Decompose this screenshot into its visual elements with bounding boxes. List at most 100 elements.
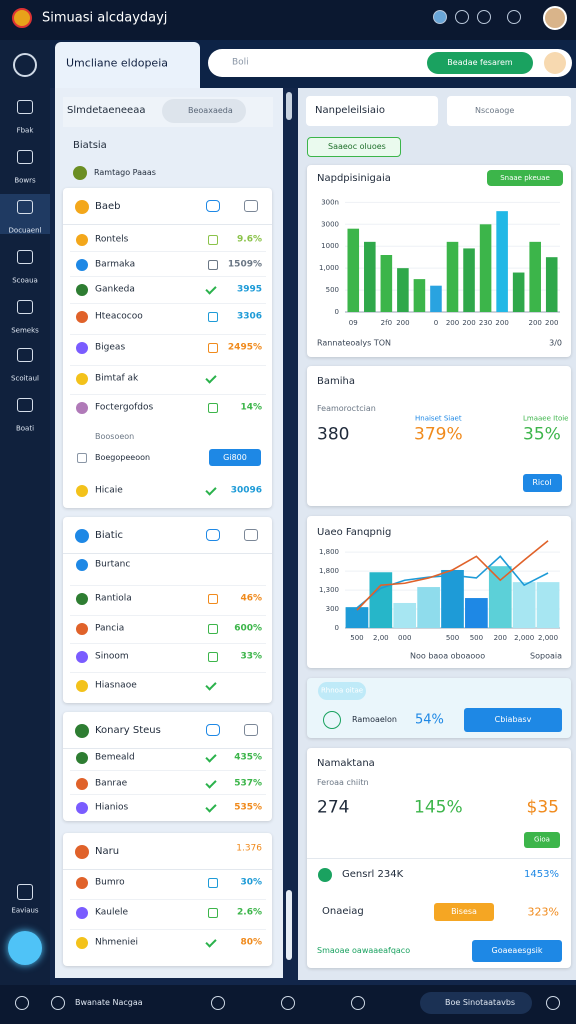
row-value: 2.6% <box>237 907 262 918</box>
metric-value: $35 <box>526 797 559 818</box>
metric-value: 274 <box>317 797 350 818</box>
tab[interactable] <box>447 96 571 126</box>
user-name: Ramtago Paaas <box>94 168 156 177</box>
row-value: 600% <box>234 623 262 634</box>
row-label: Nhmeniei <box>95 937 138 948</box>
nav-icon <box>17 200 33 214</box>
divider <box>70 615 266 616</box>
row-icon <box>76 937 88 949</box>
action-icon[interactable] <box>206 724 220 736</box>
group-title: Naru <box>95 846 120 857</box>
card-button[interactable] <box>472 940 562 962</box>
nav-icon <box>17 300 33 314</box>
group-title: Biatic <box>95 530 123 541</box>
row-value: 3995 <box>236 284 262 295</box>
row-icon <box>76 623 88 635</box>
bar-icon <box>281 996 295 1010</box>
toolbar-title: Umcliane eldopeia <box>66 56 168 70</box>
row-value: 30096 <box>230 485 262 496</box>
left-search[interactable] <box>162 99 246 123</box>
metric-value: 379% <box>414 424 463 445</box>
row-icon <box>76 651 88 663</box>
top-icon <box>455 10 469 24</box>
search-placeholder: Boli <box>232 57 249 68</box>
divider <box>70 276 266 277</box>
row-label: Barmaka <box>95 259 136 270</box>
nav-icon <box>17 150 33 164</box>
group-icon <box>75 724 89 738</box>
chip-label: Saaeoc oluoes <box>328 142 386 151</box>
button-label: Beadae fesarem <box>447 58 513 67</box>
bar-icon <box>15 996 29 1010</box>
top-icon <box>433 10 447 24</box>
card-footer: Smaoae oawaaeafqaco <box>317 946 411 955</box>
badge <box>524 832 560 848</box>
top-icon <box>507 10 521 24</box>
card-button[interactable] <box>464 708 562 732</box>
divider <box>63 224 272 225</box>
divider <box>70 770 266 771</box>
row-label: Kaulele <box>95 907 129 918</box>
nav-icon <box>17 250 33 264</box>
top-icon <box>477 10 491 24</box>
row-value: 537% <box>234 778 262 789</box>
button-label: Goaeaesgsik <box>491 946 543 955</box>
scrollbar <box>286 92 292 120</box>
divider <box>70 672 266 673</box>
nav-label: Bowrs <box>14 176 36 185</box>
status-pill[interactable] <box>420 992 532 1014</box>
row-label: Pancia <box>95 623 125 634</box>
row-value: 1453% <box>524 869 559 880</box>
row-value: 3306 <box>236 311 262 322</box>
row-label: Rontels <box>95 234 129 245</box>
row-label: Hteacocoo <box>95 311 143 322</box>
row-button[interactable] <box>209 449 261 466</box>
group-icon <box>75 845 89 859</box>
status-icon <box>208 403 218 413</box>
action-icon[interactable] <box>244 200 258 212</box>
action-icon[interactable] <box>244 724 258 736</box>
action-icon[interactable] <box>206 529 220 541</box>
divider <box>70 585 266 586</box>
row-label: Rantiola <box>95 593 132 604</box>
row-button[interactable] <box>434 903 494 921</box>
card-button[interactable] <box>523 474 562 492</box>
action-icon[interactable] <box>206 200 220 212</box>
row-value: 30% <box>240 877 262 888</box>
row-icon <box>76 485 88 497</box>
row-label: Sinoom <box>95 651 129 662</box>
divider <box>70 394 266 395</box>
fab-button[interactable] <box>8 931 42 965</box>
divider <box>63 748 272 749</box>
row-icon <box>76 373 88 385</box>
nav-label: Scoitaul <box>11 374 39 383</box>
user-avatar <box>544 52 566 74</box>
search-placeholder: Nscoaoge <box>475 106 515 115</box>
row-label: Gankeda <box>95 284 135 295</box>
divider <box>70 251 266 252</box>
group-value: 1.376 <box>236 843 262 854</box>
app-title: Simuasi alcdaydayj <box>42 10 168 26</box>
filter-chip[interactable] <box>307 137 401 157</box>
avatar <box>543 6 567 30</box>
bar-icon <box>51 996 65 1010</box>
row-label: Bumro <box>95 877 125 888</box>
app-logo <box>12 8 32 28</box>
row-icon <box>76 778 88 790</box>
chip-label: Rhnoa oitae <box>320 686 364 695</box>
nav-label: Eaviaus <box>11 906 39 915</box>
divider <box>70 334 266 335</box>
bar-label: Bwanate Nacgaa <box>75 998 143 1007</box>
tab[interactable] <box>306 96 438 126</box>
card <box>307 516 571 668</box>
row-label: Onaeiag <box>322 906 364 917</box>
row-icon <box>76 234 88 246</box>
toolbar-tab <box>55 42 200 88</box>
search-button[interactable] <box>427 52 533 74</box>
metric-value: 35% <box>523 424 561 445</box>
row-icon <box>76 259 88 271</box>
row-value: 535% <box>234 802 262 813</box>
action-icon[interactable] <box>244 529 258 541</box>
divider <box>70 929 266 930</box>
scrollbar <box>286 890 292 960</box>
